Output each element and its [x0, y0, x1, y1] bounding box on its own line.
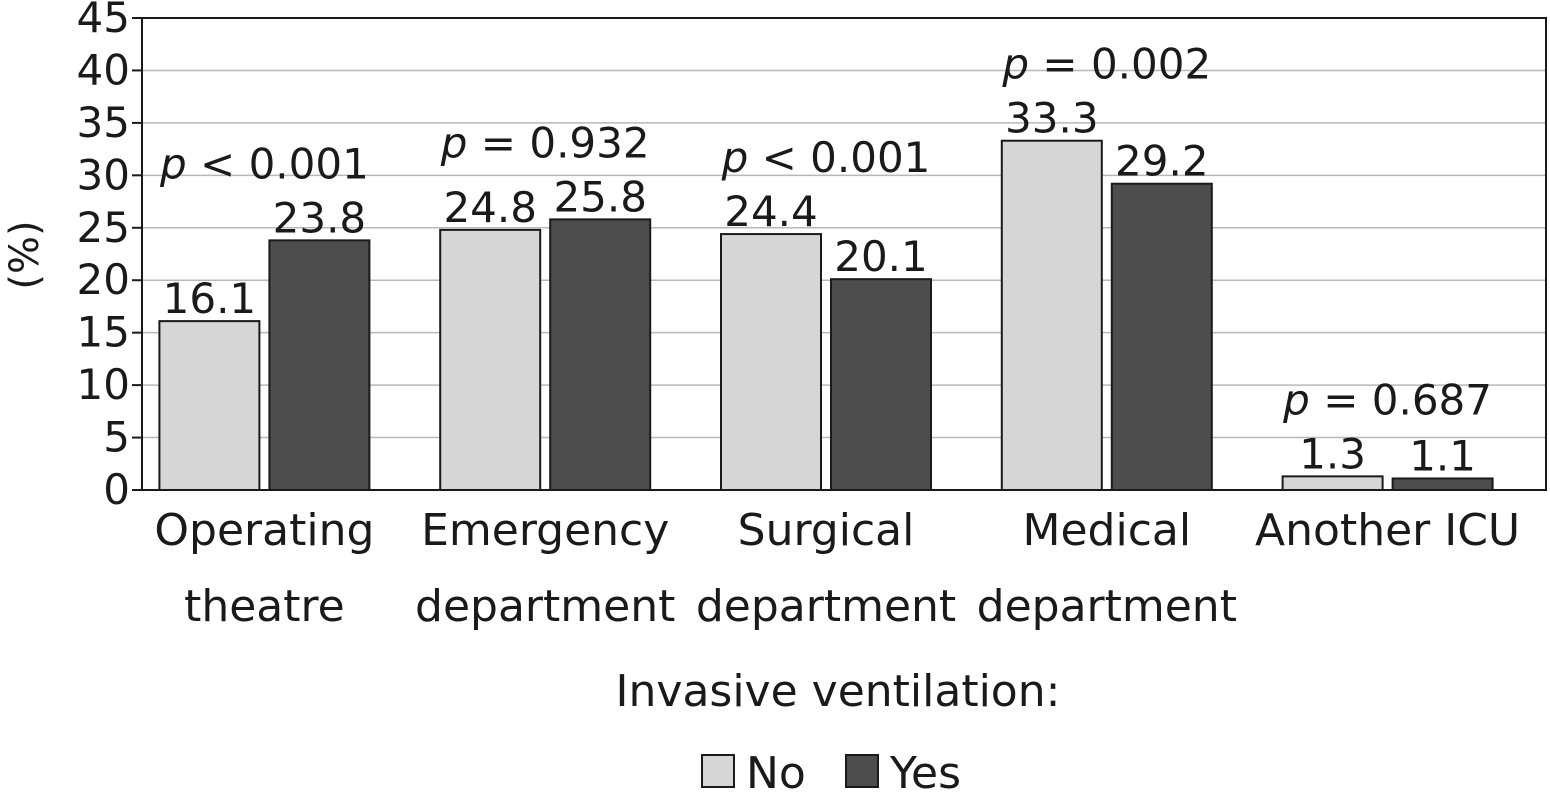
p-symbol: p — [159, 139, 187, 188]
y-tick-label: 35 — [77, 98, 130, 147]
bar-no — [158, 320, 261, 491]
y-tick-label: 15 — [77, 308, 130, 357]
x-category-label: theatre — [184, 581, 345, 632]
p-value-label: p < 0.001 — [721, 133, 931, 182]
bar-yes — [549, 218, 652, 492]
plot-frame — [141, 17, 1547, 491]
x-category-label: Surgical — [738, 505, 915, 556]
data-label: 1.1 — [1409, 431, 1476, 480]
y-tick-label: 40 — [77, 45, 130, 94]
bar-yes — [268, 239, 371, 491]
legend-swatch-no — [701, 754, 735, 788]
y-axis-title: (%) — [2, 220, 48, 289]
p-operator: = — [1029, 40, 1091, 89]
legend-title: Invasive ventilation: — [616, 666, 1061, 717]
y-tick-label: 30 — [77, 150, 130, 199]
y-tick-label: 5 — [103, 413, 130, 462]
bar-no — [439, 228, 542, 491]
data-label: 25.8 — [553, 172, 647, 221]
p-value: 0.002 — [1091, 40, 1211, 89]
legend-label-no: No — [746, 748, 806, 793]
p-value: 0.001 — [810, 133, 930, 182]
p-symbol: p — [440, 118, 468, 167]
y-tick-label: 25 — [77, 203, 130, 252]
p-value-label: p = 0.932 — [440, 118, 650, 167]
y-tick-label: 20 — [77, 255, 130, 304]
p-value: 0.001 — [249, 139, 369, 188]
data-label: 24.8 — [443, 183, 537, 232]
data-label: 33.3 — [1005, 94, 1099, 143]
data-label: 29.2 — [1115, 137, 1209, 186]
p-symbol: p — [1282, 375, 1310, 424]
x-category-label: Operating — [154, 505, 374, 556]
legend-swatch-yes — [845, 754, 879, 788]
p-value: 0.932 — [529, 118, 649, 167]
p-value-label: p < 0.001 — [159, 139, 369, 188]
data-label: 23.8 — [273, 193, 367, 242]
x-category-label: Emergency — [421, 505, 669, 556]
p-value: 0.687 — [1372, 375, 1492, 424]
p-operator: < — [187, 139, 249, 188]
legend: No Yes — [701, 748, 961, 793]
p-operator: = — [467, 118, 529, 167]
bar-no — [1281, 475, 1384, 491]
bar-yes — [1110, 182, 1213, 491]
p-symbol: p — [1001, 40, 1029, 89]
legend-label-yes: Yes — [889, 748, 961, 793]
p-symbol: p — [721, 133, 749, 182]
bars — [158, 139, 1494, 492]
x-category-label: department — [696, 581, 956, 632]
value-labels: 16.1 23.8 24.8 25.8 24.4 20.1 33.3 29.2 1.3 1.1 — [163, 94, 1476, 481]
x-category-label: department — [415, 581, 675, 632]
y-tick-label: 0 — [103, 465, 130, 514]
y-tick-label: 45 — [77, 0, 130, 42]
x-category-label: Another ICU — [1255, 505, 1520, 556]
data-label: 20.1 — [834, 232, 928, 281]
y-tick-label: 10 — [77, 360, 130, 409]
bar-no — [720, 233, 822, 491]
data-label: 16.1 — [163, 274, 257, 323]
data-label: 24.4 — [724, 187, 818, 236]
p-operator: < — [748, 133, 810, 182]
x-axis-category-labels: Operating theatre Emergency department Surgi… — [154, 505, 1520, 632]
p-value-label: p = 0.687 — [1282, 375, 1492, 424]
bar-no — [1000, 139, 1103, 491]
x-category-label: Medical — [1023, 505, 1192, 556]
bar-yes — [830, 278, 932, 491]
data-label: 1.3 — [1299, 429, 1366, 478]
x-category-label: department — [977, 581, 1237, 632]
p-value-label: p = 0.002 — [1001, 40, 1211, 89]
p-operator: = — [1310, 375, 1372, 424]
